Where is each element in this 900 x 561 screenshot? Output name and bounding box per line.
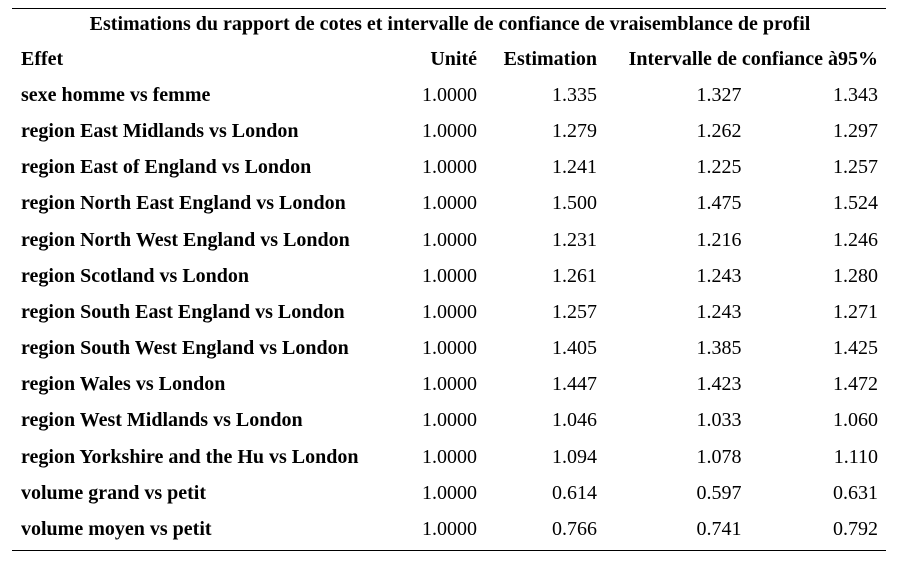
cell-unit: 1.0000 (422, 445, 477, 468)
cell-effect: sexe homme vs femme (21, 83, 211, 106)
cell-unit: 1.0000 (422, 337, 477, 360)
cell-effect: region South East England vs London (21, 300, 345, 323)
cell-unit: 1.0000 (422, 300, 477, 323)
cell-estimate: 1.241 (552, 156, 597, 179)
cell-effect: region East Midlands vs London (21, 119, 299, 142)
table-row: region South East England vs London 1.000… (12, 294, 886, 330)
cell-ci-upper: 1.060 (833, 409, 878, 432)
top-rule (12, 8, 886, 9)
cell-ci-lower: 1.262 (696, 119, 742, 142)
cell-estimate: 1.094 (552, 445, 597, 468)
cell-ci-upper: 0.792 (833, 518, 878, 541)
cell-ci-upper: 1.343 (833, 83, 878, 106)
cell-unit: 1.0000 (422, 481, 477, 504)
cell-effect: region Wales vs London (21, 373, 226, 396)
cell-estimate: 1.405 (552, 337, 597, 360)
cell-effect: region Yorkshire and the Hu vs London (21, 445, 359, 468)
cell-estimate: 1.046 (552, 409, 597, 432)
cell-estimate: 1.335 (552, 83, 597, 106)
cell-unit: 1.0000 (422, 83, 477, 106)
cell-ci-upper: 1.280 (833, 264, 878, 287)
cell-ci-lower: 1.033 (696, 409, 742, 432)
cell-unit: 1.0000 (422, 228, 477, 251)
cell-ci-lower: 0.597 (696, 481, 742, 504)
cell-ci-upper: 1.246 (833, 228, 878, 251)
header-effect: Effet (21, 47, 64, 70)
table-title: Estimations du rapport de cotes et inter… (89, 13, 811, 35)
table-row: region West Midlands vs London 1.0000 1.04… (12, 403, 886, 439)
cell-estimate: 1.231 (552, 228, 597, 251)
table-row: volume grand vs petit 1.0000 0.614 0.597 0.6… (12, 475, 886, 511)
cell-estimate: 1.257 (552, 300, 597, 323)
cell-ci-upper: 1.297 (833, 119, 878, 142)
cell-unit: 1.0000 (422, 373, 477, 396)
cell-ci-upper: 0.631 (833, 481, 878, 504)
cell-ci-lower: 1.385 (696, 337, 742, 360)
cell-estimate: 1.500 (552, 192, 597, 215)
cell-ci-lower: 1.243 (696, 264, 742, 287)
cell-unit: 1.0000 (422, 119, 477, 142)
table-row: region Scotland vs London 1.0000 1.261 1.24… (12, 258, 886, 294)
cell-ci-lower: 1.078 (696, 445, 742, 468)
header-unit: Unité (430, 47, 477, 70)
cell-effect: region North West England vs London (21, 228, 350, 251)
table-row: volume moyen vs petit 1.0000 0.766 0.741 0.7… (12, 511, 886, 547)
odds-ratio-table: Effet Unité Estimation Intervalle de con… (12, 41, 886, 548)
odds-ratio-table-container: Estimations du rapport de cotes et inter… (12, 8, 888, 551)
table-row: region North West England vs London 1.000… (12, 222, 886, 258)
cell-effect: volume moyen vs petit (21, 518, 212, 541)
cell-ci-upper: 1.425 (833, 337, 878, 360)
cell-unit: 1.0000 (422, 264, 477, 287)
cell-ci-upper: 1.110 (833, 445, 878, 468)
cell-unit: 1.0000 (422, 156, 477, 179)
cell-estimate: 0.766 (552, 518, 597, 541)
cell-ci-upper: 1.472 (833, 373, 878, 396)
cell-ci-lower: 1.216 (696, 228, 742, 251)
bottom-rule (12, 549, 886, 551)
header-estimate: Estimation (503, 47, 597, 70)
cell-estimate: 1.447 (552, 373, 597, 396)
cell-estimate: 0.614 (552, 481, 597, 504)
cell-ci-lower: 1.423 (696, 373, 742, 396)
cell-effect: region North East England vs London (21, 192, 346, 215)
cell-effect: region South West England vs London (21, 337, 349, 360)
cell-ci-lower: 1.225 (696, 156, 742, 179)
table-row: region Yorkshire and the Hu vs London 1.0… (12, 439, 886, 475)
cell-ci-lower: 1.243 (696, 300, 742, 323)
cell-unit: 1.0000 (422, 192, 477, 215)
table-row: region South West England vs London 1.000… (12, 331, 886, 367)
cell-estimate: 1.279 (552, 119, 597, 142)
table-body: sexe homme vs femme 1.0000 1.335 1.327 1.343… (12, 77, 886, 547)
cell-unit: 1.0000 (422, 518, 477, 541)
cell-ci-lower: 1.475 (696, 192, 742, 215)
cell-ci-upper: 1.271 (833, 300, 878, 323)
cell-unit: 1.0000 (422, 409, 477, 432)
cell-effect: volume grand vs petit (21, 481, 206, 504)
cell-ci-upper: 1.524 (833, 192, 878, 215)
table-row: region East of England vs London 1.0000 1.… (12, 150, 886, 186)
table-row: sexe homme vs femme 1.0000 1.335 1.327 1.343 (12, 77, 886, 113)
table-row: region Wales vs London 1.0000 1.447 1.423 1.… (12, 367, 886, 403)
cell-ci-upper: 1.257 (833, 156, 878, 179)
cell-ci-lower: 1.327 (696, 83, 742, 106)
table-row: region North East England vs London 1.000… (12, 186, 886, 222)
header-confidence-interval: Intervalle de confiance à95% (628, 47, 878, 70)
cell-effect: region Scotland vs London (21, 264, 250, 287)
cell-effect: region West Midlands vs London (21, 409, 303, 432)
cell-estimate: 1.261 (552, 264, 597, 287)
cell-ci-lower: 0.741 (696, 518, 742, 541)
header-row: Effet Unité Estimation Intervalle de con… (12, 41, 886, 77)
cell-effect: region East of England vs London (21, 156, 312, 179)
table-row: region East Midlands vs London 1.0000 1.27… (12, 113, 886, 149)
